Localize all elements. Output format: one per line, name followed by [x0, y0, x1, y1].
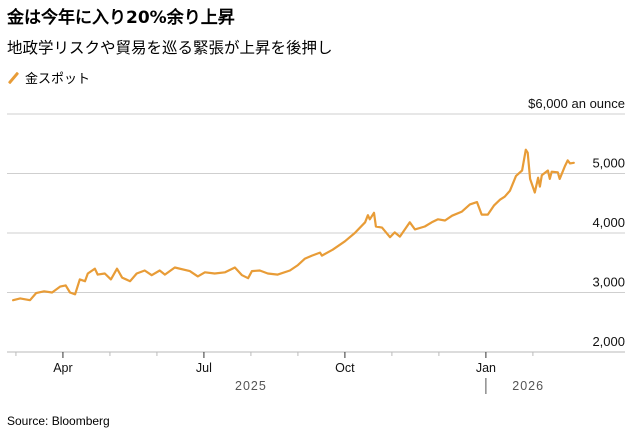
- y-tick-label: $6,000 an ounce: [528, 96, 625, 111]
- x-tick-label: Jan: [476, 361, 496, 375]
- y-tick-label: 3,000: [592, 275, 625, 290]
- x-tick-label: Oct: [335, 361, 355, 375]
- y-tick-label: 5,000: [592, 156, 625, 171]
- x-tick-label: Jul: [196, 361, 212, 375]
- legend: 金スポット: [7, 68, 90, 87]
- x-tick-label: Apr: [53, 361, 72, 375]
- source-note: Source: Bloomberg: [7, 414, 110, 428]
- chart-subtitle: 地政学リスクや貿易を巡る緊張が上昇を後押し: [7, 39, 333, 57]
- year-label: 2025: [235, 379, 267, 393]
- year-label: 2026: [512, 379, 544, 393]
- y-tick-label: 4,000: [592, 215, 625, 230]
- legend-label: 金スポット: [25, 72, 91, 87]
- series-line-gold-spot: [12, 148, 575, 302]
- chart-title: 金は今年に入り20%余り上昇: [7, 8, 235, 28]
- y-tick-label: 2,000: [592, 334, 625, 349]
